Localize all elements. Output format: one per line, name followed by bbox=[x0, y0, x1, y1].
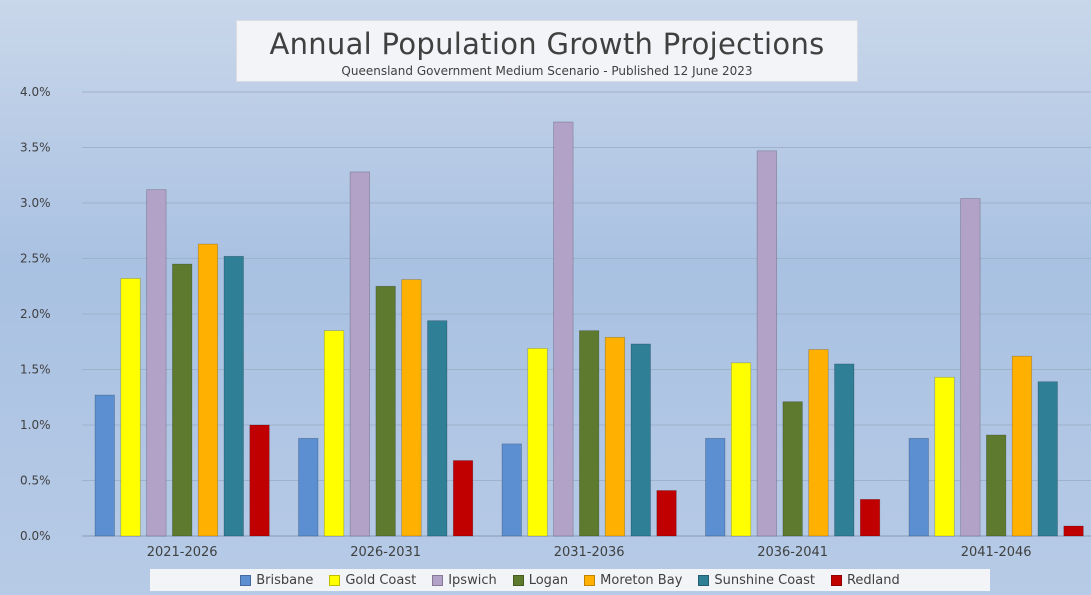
bar bbox=[579, 330, 600, 537]
x-tick-label: 2041-2046 bbox=[961, 545, 1032, 560]
bar bbox=[375, 285, 396, 537]
legend-item: Redland bbox=[830, 572, 900, 588]
bar bbox=[323, 330, 345, 537]
x-tick-label: 2036-2041 bbox=[757, 545, 828, 560]
bar bbox=[808, 349, 829, 537]
bar bbox=[527, 348, 548, 537]
y-tick-label: 0.5% bbox=[20, 474, 51, 488]
legend-swatch bbox=[432, 574, 444, 586]
bar bbox=[146, 189, 167, 537]
x-tick-label: 2031-2036 bbox=[554, 545, 625, 560]
legend-label: Gold Coast bbox=[345, 572, 417, 588]
x-tick-label: 2026-2031 bbox=[350, 545, 421, 560]
legend-swatch bbox=[240, 574, 252, 586]
bar bbox=[934, 376, 955, 537]
y-tick-label: 1.5% bbox=[20, 363, 51, 377]
bar bbox=[172, 263, 193, 537]
bar bbox=[986, 434, 1007, 537]
bar bbox=[834, 363, 855, 537]
y-tick-label: 4.0% bbox=[20, 85, 51, 99]
legend-label: Redland bbox=[846, 572, 900, 588]
bar bbox=[656, 490, 677, 537]
y-tick-label: 3.5% bbox=[20, 141, 51, 155]
bar bbox=[298, 437, 319, 537]
bar bbox=[501, 443, 522, 537]
bar bbox=[401, 279, 422, 537]
legend-label: Moreton Bay bbox=[600, 572, 683, 588]
legend-item: Brisbane bbox=[240, 573, 313, 588]
legend-swatch bbox=[698, 574, 710, 586]
bar bbox=[249, 424, 270, 537]
bar bbox=[960, 198, 981, 537]
bar bbox=[630, 343, 651, 537]
bar bbox=[705, 437, 726, 537]
legend-item: Gold Coast bbox=[329, 573, 416, 588]
bar bbox=[223, 255, 244, 537]
y-tick-label: 3.0% bbox=[20, 196, 51, 210]
bar bbox=[1011, 355, 1033, 537]
title-box: Annual Population Growth Projections Que… bbox=[236, 20, 858, 82]
bar bbox=[1063, 525, 1084, 537]
chart-legend: Brisbane Gold Coast Ipswich Logan Moreton Ba… bbox=[150, 569, 990, 591]
bar bbox=[1037, 381, 1058, 537]
x-tick-label: 2021-2026 bbox=[147, 545, 218, 560]
chart-subtitle: Queensland Government Medium Scenario - … bbox=[341, 64, 753, 78]
bar bbox=[427, 320, 448, 537]
legend-item: Ipswich bbox=[432, 573, 497, 588]
y-tick-label: 2.5% bbox=[20, 252, 51, 266]
legend-item: Sunshine Coast bbox=[698, 573, 815, 588]
legend-label: Brisbane bbox=[256, 572, 314, 588]
bar bbox=[859, 499, 881, 537]
y-tick-label: 1.0% bbox=[20, 418, 51, 432]
bar bbox=[120, 278, 141, 537]
legend-swatch bbox=[512, 574, 524, 586]
bar bbox=[756, 150, 777, 537]
chart-title: Annual Population Growth Projections bbox=[269, 27, 825, 61]
legend-label: Sunshine Coast bbox=[714, 572, 815, 588]
bar bbox=[553, 121, 574, 537]
legend-item: Logan bbox=[512, 572, 569, 588]
bar bbox=[197, 243, 219, 537]
legend-label: Ipswich bbox=[448, 572, 497, 588]
y-tick-label: 2.0% bbox=[20, 307, 51, 321]
bar bbox=[782, 401, 803, 537]
legend-swatch bbox=[329, 574, 341, 586]
legend-swatch bbox=[584, 574, 596, 586]
bar bbox=[94, 394, 115, 537]
bar bbox=[452, 460, 474, 537]
y-tick-label: 0.0% bbox=[20, 529, 51, 543]
legend-item: Moreton Bay bbox=[584, 573, 682, 588]
bar bbox=[349, 171, 370, 537]
bar bbox=[730, 362, 752, 537]
legend-label: Logan bbox=[528, 572, 569, 588]
legend-swatch bbox=[830, 574, 842, 586]
bar bbox=[908, 437, 929, 537]
bar bbox=[604, 336, 626, 537]
